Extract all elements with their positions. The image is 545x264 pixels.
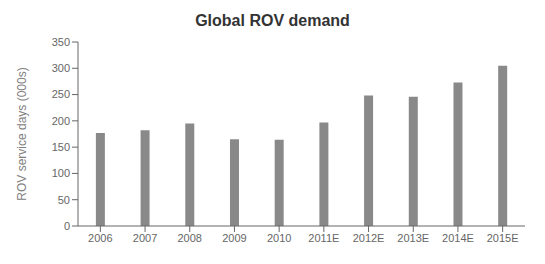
- svg-text:150: 150: [52, 141, 70, 153]
- svg-text:2010: 2010: [267, 232, 291, 244]
- svg-text:2007: 2007: [133, 232, 157, 244]
- svg-text:2011E: 2011E: [308, 232, 339, 244]
- svg-text:50: 50: [58, 194, 70, 206]
- svg-text:2013E: 2013E: [397, 232, 429, 244]
- html-text:Global ROV demand: Global ROV demand: [195, 12, 350, 29]
- svg-text:2012E: 2012E: [353, 232, 385, 244]
- svg-text:2009: 2009: [222, 232, 246, 244]
- svg-text:300: 300: [52, 62, 70, 74]
- svg-text:2006: 2006: [88, 232, 112, 244]
- svg-text:200: 200: [52, 115, 70, 127]
- svg-text:2015E: 2015E: [487, 232, 519, 244]
- svg-text:100: 100: [52, 167, 70, 179]
- svg-text:2008: 2008: [178, 232, 202, 244]
- svg-text:ROV service days (000s): ROV service days (000s): [15, 67, 29, 200]
- svg-text:2014E: 2014E: [442, 232, 474, 244]
- svg-text:0: 0: [64, 220, 70, 232]
- svg-text:350: 350: [52, 36, 70, 48]
- svg-text:250: 250: [52, 88, 70, 100]
